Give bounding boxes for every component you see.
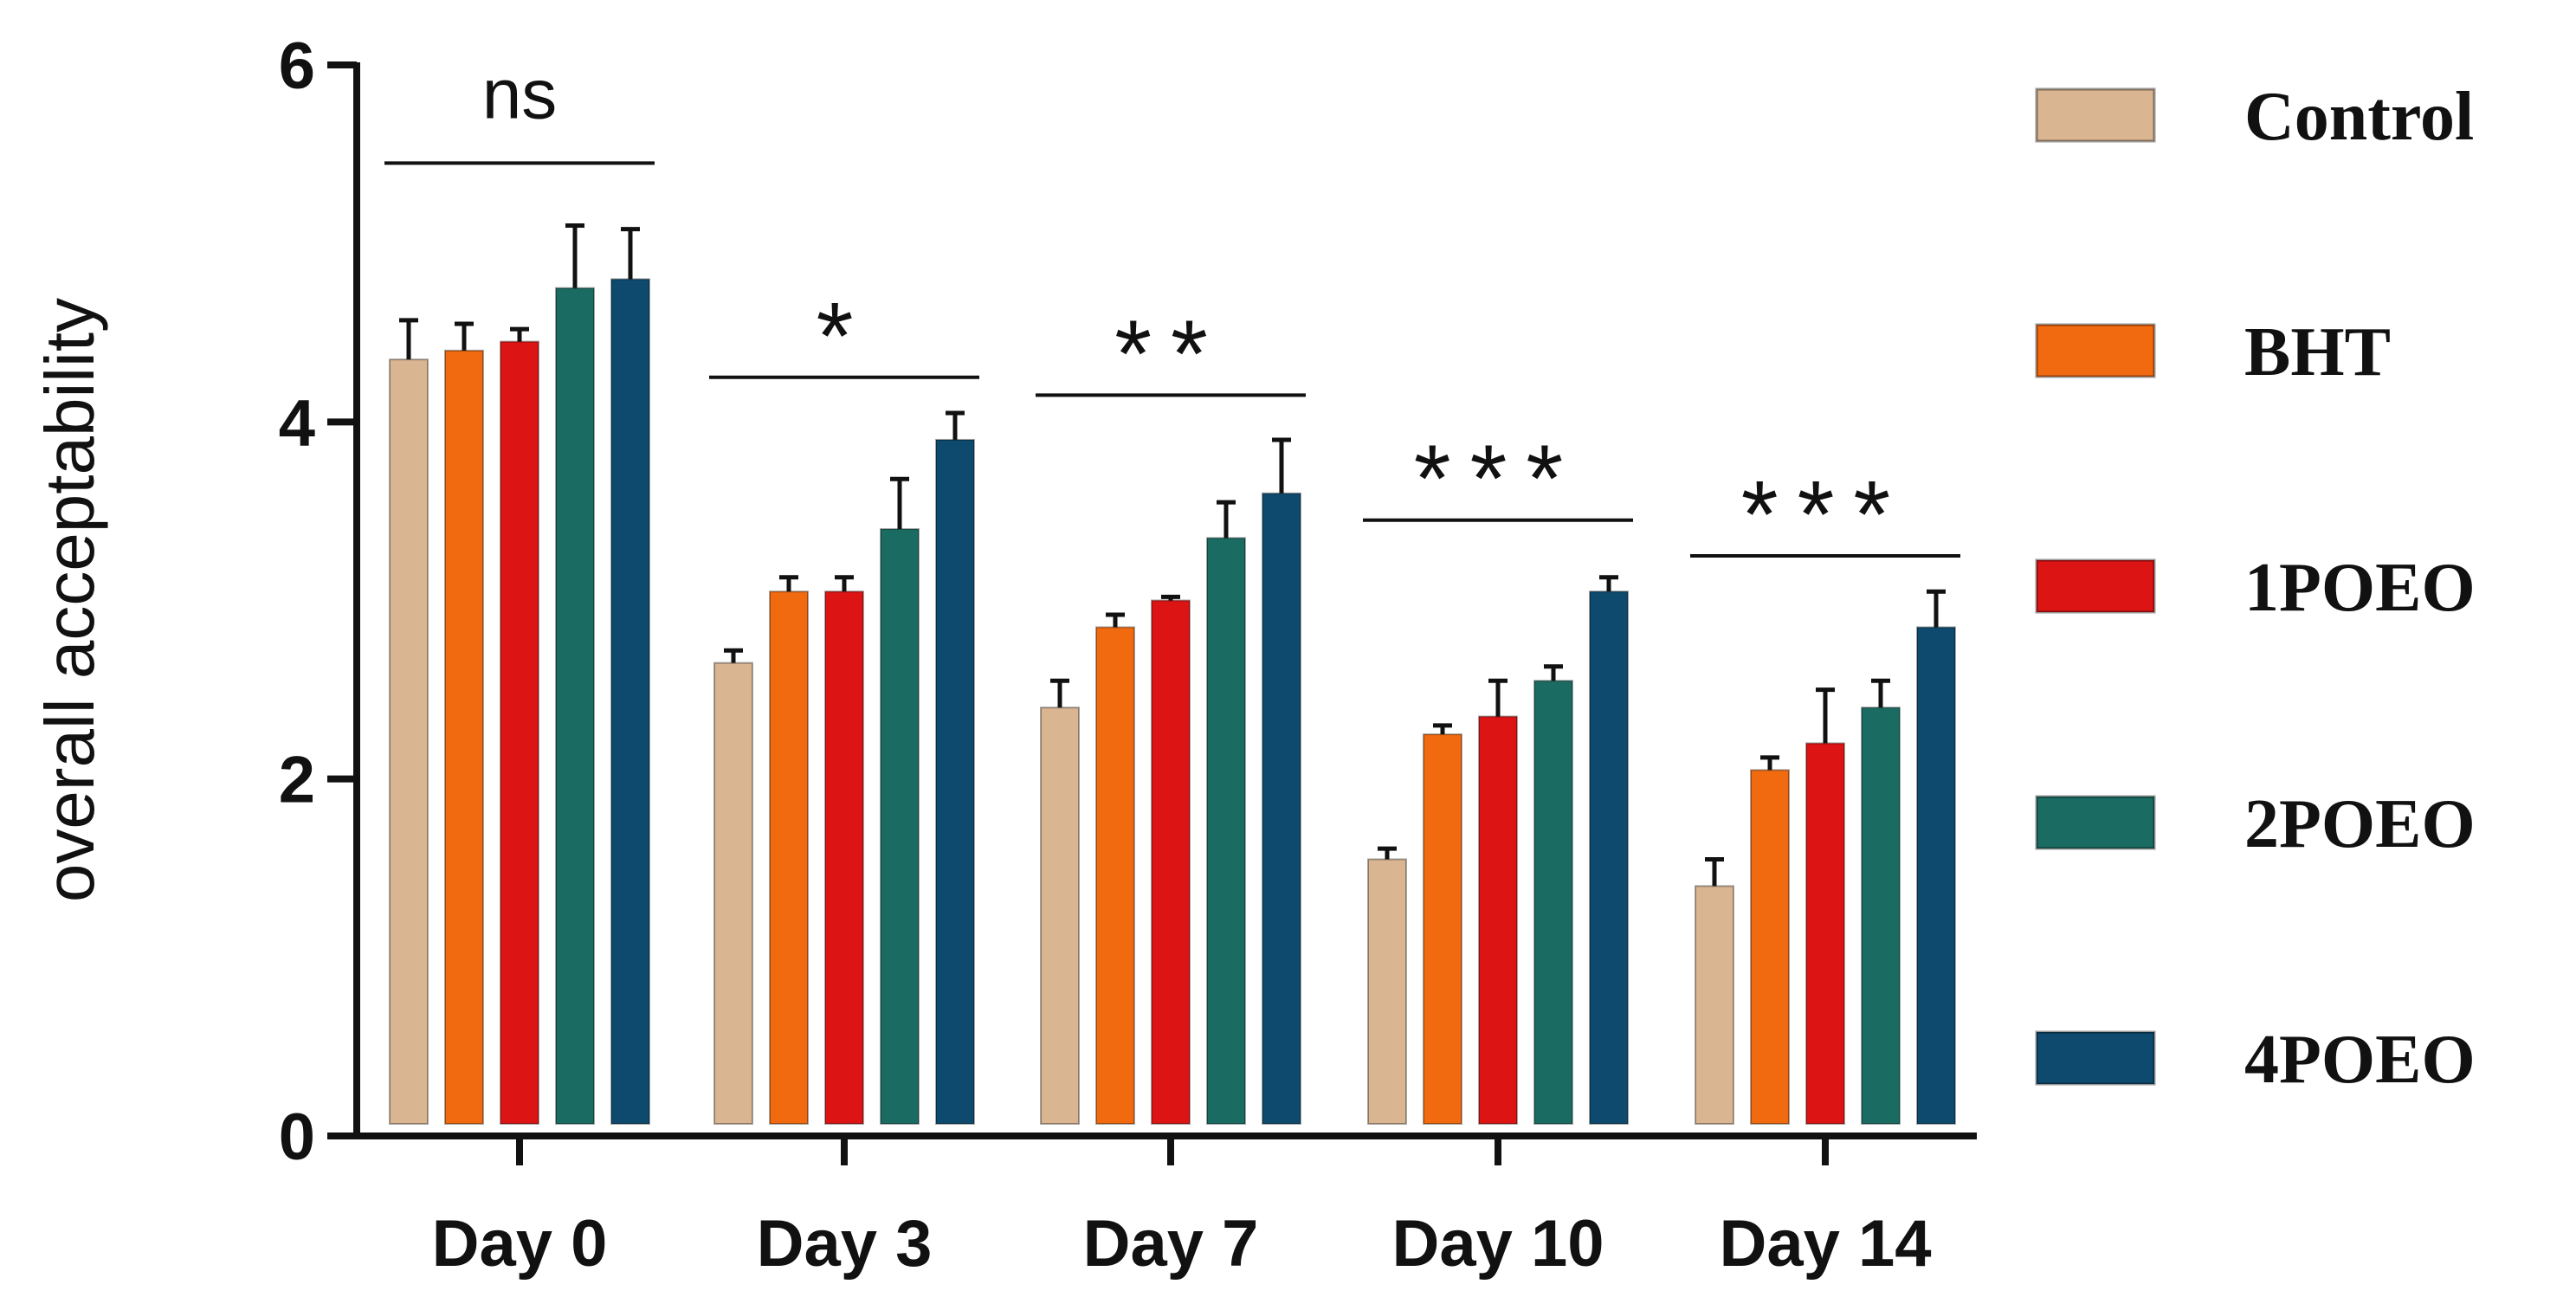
bar-bht (769, 590, 809, 1125)
bar-4poeo (1916, 626, 1956, 1125)
legend-label-control: Control (2244, 79, 2474, 155)
legend-label-2poeo: 2POEO (2244, 786, 2476, 862)
bar-4poeo (610, 278, 650, 1125)
x-tick-label: Day 10 (1391, 1207, 1604, 1281)
bar-4poeo (935, 438, 975, 1125)
bar-control (1367, 858, 1407, 1125)
bar-control (713, 661, 753, 1125)
bar-control (1040, 707, 1080, 1125)
significance-label: *** (1414, 426, 1582, 532)
bar-2poeo (1533, 680, 1573, 1126)
bar-4poeo (1589, 590, 1629, 1125)
bar-bht (444, 349, 484, 1126)
legend-label-bht: BHT (2244, 314, 2391, 390)
legend-label-4poeo: 4POEO (2244, 1022, 2476, 1098)
plot-area: 0 2 4 6 overall acceptability Day 0 Day 3 Day 7… (31, 29, 1977, 1281)
bar-2poeo (555, 287, 595, 1126)
legend-swatch-1poeo (2035, 558, 2156, 614)
legend-label-1poeo: 1POEO (2244, 550, 2476, 626)
legend: Control BHT 1POEO 2POEO 4POEO (2035, 79, 2476, 1098)
legend-swatch-control (2035, 87, 2156, 143)
y-axis-title: overall acceptability (31, 298, 108, 902)
bar-4poeo (1262, 492, 1301, 1125)
bar-2poeo (1861, 707, 1901, 1125)
y-tick-label: 0 (279, 1100, 315, 1174)
x-tick-label: Day 3 (757, 1207, 933, 1281)
y-tick-label: 6 (279, 29, 315, 103)
bar-1poeo (1151, 599, 1191, 1125)
bar-1poeo (824, 590, 864, 1125)
significance-label: * (817, 283, 873, 390)
x-tick-label: Day 0 (432, 1207, 608, 1281)
y-tick-label: 4 (279, 386, 315, 460)
significance-label: ns (482, 55, 558, 133)
legend-swatch-4poeo (2035, 1030, 2156, 1086)
bar-bht (1750, 769, 1790, 1125)
bar-control (389, 358, 429, 1125)
y-tick-label: 2 (279, 744, 315, 817)
bar-bht (1095, 626, 1135, 1125)
bar-1poeo (1478, 715, 1518, 1126)
bar-2poeo (880, 528, 920, 1125)
legend-swatch-2poeo (2035, 795, 2156, 850)
x-tick-label: Day 14 (1719, 1207, 1931, 1281)
bar-bht (1423, 733, 1462, 1125)
x-tick-label: Day 7 (1083, 1207, 1259, 1281)
significance-label: *** (1741, 461, 1909, 568)
bar-2poeo (1206, 537, 1246, 1125)
bar-1poeo (500, 340, 539, 1125)
bar-1poeo (1805, 742, 1845, 1126)
bar-control (1695, 885, 1734, 1125)
legend-swatch-bht (2035, 323, 2156, 378)
significance-label: ** (1114, 300, 1227, 407)
